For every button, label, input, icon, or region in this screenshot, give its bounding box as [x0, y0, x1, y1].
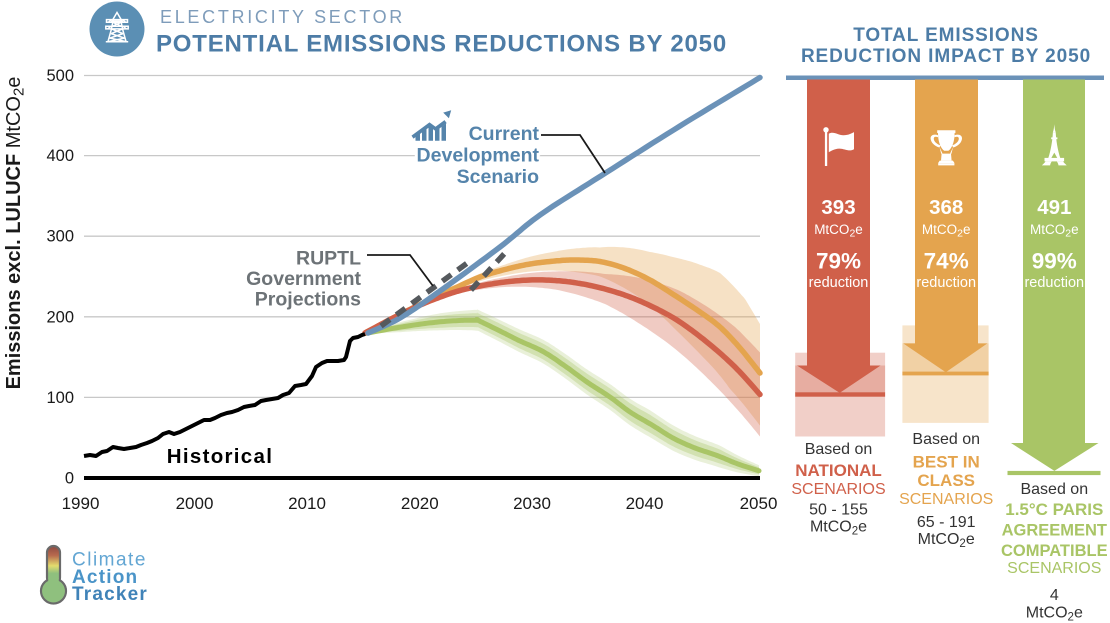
svg-text:Government: Government [246, 268, 361, 290]
svg-text:2030: 2030 [513, 494, 551, 513]
svg-text:Based on: Based on [1020, 481, 1088, 498]
svg-text:ELECTRICITY SECTOR: ELECTRICITY SECTOR [160, 7, 405, 27]
svg-text:AGREEMENT: AGREEMENT [1002, 522, 1107, 540]
svg-text:200: 200 [46, 308, 74, 326]
svg-text:50 - 155: 50 - 155 [809, 502, 868, 519]
svg-text:368: 368 [929, 196, 963, 219]
svg-text:reduction: reduction [1024, 275, 1084, 291]
svg-text:Development: Development [417, 145, 540, 167]
svg-text:SCENARIOS: SCENARIOS [1007, 560, 1101, 577]
svg-text:Projections: Projections [255, 289, 361, 311]
svg-text:Based on: Based on [805, 441, 873, 458]
svg-text:COMPATIBLE: COMPATIBLE [1001, 542, 1108, 560]
svg-text:reduction: reduction [809, 275, 869, 291]
svg-text:65 - 191: 65 - 191 [917, 514, 976, 531]
svg-text:reduction: reduction [916, 275, 976, 291]
svg-text:500: 500 [46, 67, 74, 85]
svg-text:99%: 99% [1032, 249, 1077, 274]
svg-text:2050: 2050 [740, 494, 778, 513]
svg-text:TOTAL EMISSIONS: TOTAL EMISSIONS [853, 25, 1039, 46]
svg-text:Historical: Historical [167, 445, 273, 468]
svg-text:2020: 2020 [401, 494, 439, 513]
svg-text:2010: 2010 [288, 494, 326, 513]
svg-text:MtCO2e: MtCO2e [918, 531, 975, 550]
svg-text:491: 491 [1037, 196, 1071, 219]
svg-text:Climate: Climate [72, 550, 147, 571]
svg-text:2000: 2000 [176, 494, 214, 513]
svg-text:MtCO2e: MtCO2e [922, 222, 971, 240]
svg-text:Scenario: Scenario [457, 166, 539, 188]
svg-text:REDUCTION IMPACT BY 2050: REDUCTION IMPACT BY 2050 [801, 46, 1091, 67]
svg-text:Action: Action [72, 567, 138, 588]
svg-text:SCENARIOS: SCENARIOS [791, 481, 885, 498]
svg-text:79%: 79% [816, 249, 861, 274]
svg-text:74%: 74% [924, 249, 969, 274]
svg-text:2040: 2040 [626, 494, 664, 513]
svg-text:MtCO2e: MtCO2e [814, 222, 863, 240]
svg-text:POTENTIAL EMISSIONS REDUCTIONS: POTENTIAL EMISSIONS REDUCTIONS BY 2050 [156, 31, 727, 58]
svg-text:400: 400 [46, 147, 74, 165]
svg-text:NATIONAL: NATIONAL [795, 461, 882, 480]
svg-text:4: 4 [1050, 587, 1059, 604]
svg-text:0: 0 [65, 470, 74, 488]
svg-text:Based on: Based on [912, 431, 980, 448]
svg-text:1.5°C PARIS: 1.5°C PARIS [1005, 500, 1103, 519]
svg-text:BEST IN: BEST IN [913, 453, 980, 472]
svg-text:MtCO2e: MtCO2e [810, 519, 867, 538]
svg-text:Emissions excl. LULUCF MtCO2e: Emissions excl. LULUCF MtCO2e [3, 77, 28, 390]
svg-text:MtCO2e: MtCO2e [1026, 605, 1083, 623]
svg-text:CLASS: CLASS [917, 471, 975, 490]
svg-text:Current: Current [469, 123, 540, 145]
svg-text:RUPTL: RUPTL [296, 248, 361, 270]
svg-text:393: 393 [821, 196, 855, 219]
svg-text:300: 300 [46, 228, 74, 246]
svg-text:Tracker: Tracker [72, 584, 148, 605]
svg-text:MtCO2e: MtCO2e [1030, 222, 1079, 240]
svg-text:100: 100 [46, 389, 74, 407]
svg-text:1990: 1990 [62, 494, 100, 513]
svg-text:SCENARIOS: SCENARIOS [899, 491, 993, 508]
